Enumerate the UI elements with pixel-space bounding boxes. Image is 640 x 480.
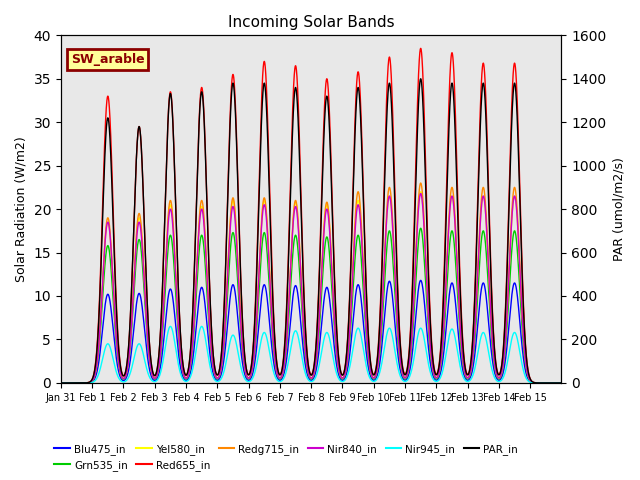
Title: Incoming Solar Bands: Incoming Solar Bands xyxy=(228,15,394,30)
Nir945_in xyxy=(557,380,565,386)
Y-axis label: Solar Radiation (W/m2): Solar Radiation (W/m2) xyxy=(15,136,28,282)
Redg715_in xyxy=(557,380,565,386)
Nir840_in xyxy=(57,380,65,386)
PAR_in xyxy=(238,312,246,318)
Red655_in xyxy=(417,46,424,51)
Line: Blu475_in: Blu475_in xyxy=(61,280,561,383)
Grn535_in xyxy=(428,364,436,370)
Line: Red655_in: Red655_in xyxy=(61,48,561,383)
Blu475_in xyxy=(238,358,246,363)
Nir945_in xyxy=(353,326,361,332)
Nir945_in xyxy=(428,374,436,380)
Red655_in xyxy=(557,380,565,386)
Blu475_in xyxy=(557,380,565,386)
Redg715_in xyxy=(375,352,383,358)
Red655_in xyxy=(57,380,65,386)
Line: PAR_in: PAR_in xyxy=(61,79,561,383)
Blu475_in xyxy=(428,370,436,375)
Y-axis label: PAR (umol/m2/s): PAR (umol/m2/s) xyxy=(612,157,625,261)
Yel580_in xyxy=(455,298,463,303)
Line: Yel580_in: Yel580_in xyxy=(61,192,561,383)
Grn535_in xyxy=(455,313,463,319)
Redg715_in xyxy=(428,360,436,365)
Grn535_in xyxy=(82,380,90,386)
Yel580_in xyxy=(238,338,246,344)
Nir840_in xyxy=(375,353,383,359)
PAR_in xyxy=(428,349,436,355)
Nir945_in xyxy=(455,356,463,362)
Line: Nir840_in: Nir840_in xyxy=(61,193,561,383)
Redg715_in xyxy=(353,192,361,198)
Grn535_in xyxy=(57,380,65,386)
Red655_in xyxy=(428,346,436,351)
Nir840_in xyxy=(353,205,361,211)
Legend: Blu475_in, Grn535_in, Yel580_in, Red655_in, Redg715_in, Nir840_in, Nir945_in, PA: Blu475_in, Grn535_in, Yel580_in, Red655_… xyxy=(50,439,522,475)
Nir945_in xyxy=(238,369,246,375)
Yel580_in xyxy=(557,380,565,386)
Red655_in xyxy=(82,380,90,386)
Redg715_in xyxy=(417,180,424,186)
PAR_in xyxy=(557,380,565,386)
Red655_in xyxy=(238,310,246,316)
Red655_in xyxy=(375,333,383,339)
PAR_in xyxy=(353,90,361,96)
Nir945_in xyxy=(166,324,174,329)
Nir840_in xyxy=(557,380,565,386)
Blu475_in xyxy=(455,336,463,342)
Nir840_in xyxy=(455,298,463,303)
Yel580_in xyxy=(57,380,65,386)
Yel580_in xyxy=(428,360,436,366)
PAR_in xyxy=(417,76,424,82)
Grn535_in xyxy=(557,380,565,386)
PAR_in xyxy=(455,248,463,253)
Yel580_in xyxy=(82,380,90,386)
Blu475_in xyxy=(82,380,90,386)
Nir840_in xyxy=(428,360,436,366)
Red655_in xyxy=(455,234,463,240)
Nir840_in xyxy=(82,380,90,386)
Yel580_in xyxy=(353,201,361,207)
Grn535_in xyxy=(375,358,383,364)
Redg715_in xyxy=(82,380,90,386)
Redg715_in xyxy=(57,380,65,386)
Nir945_in xyxy=(57,380,65,386)
Grn535_in xyxy=(417,225,424,231)
Line: Nir945_in: Nir945_in xyxy=(61,326,561,383)
Yel580_in xyxy=(375,353,383,359)
PAR_in xyxy=(57,380,65,386)
Nir840_in xyxy=(238,340,246,346)
Blu475_in xyxy=(417,277,424,283)
Line: Redg715_in: Redg715_in xyxy=(61,183,561,383)
PAR_in xyxy=(375,336,383,342)
PAR_in xyxy=(82,380,90,386)
Blu475_in xyxy=(353,284,361,289)
Line: Grn535_in: Grn535_in xyxy=(61,228,561,383)
Grn535_in xyxy=(353,235,361,241)
Text: SW_arable: SW_arable xyxy=(71,53,145,66)
Nir840_in xyxy=(417,191,424,196)
Nir945_in xyxy=(375,372,383,378)
Grn535_in xyxy=(238,346,246,351)
Redg715_in xyxy=(238,338,246,344)
Blu475_in xyxy=(57,380,65,386)
Redg715_in xyxy=(455,294,463,300)
Yel580_in xyxy=(417,189,424,194)
Blu475_in xyxy=(375,365,383,371)
Nir945_in xyxy=(82,380,90,386)
Red655_in xyxy=(353,75,361,81)
